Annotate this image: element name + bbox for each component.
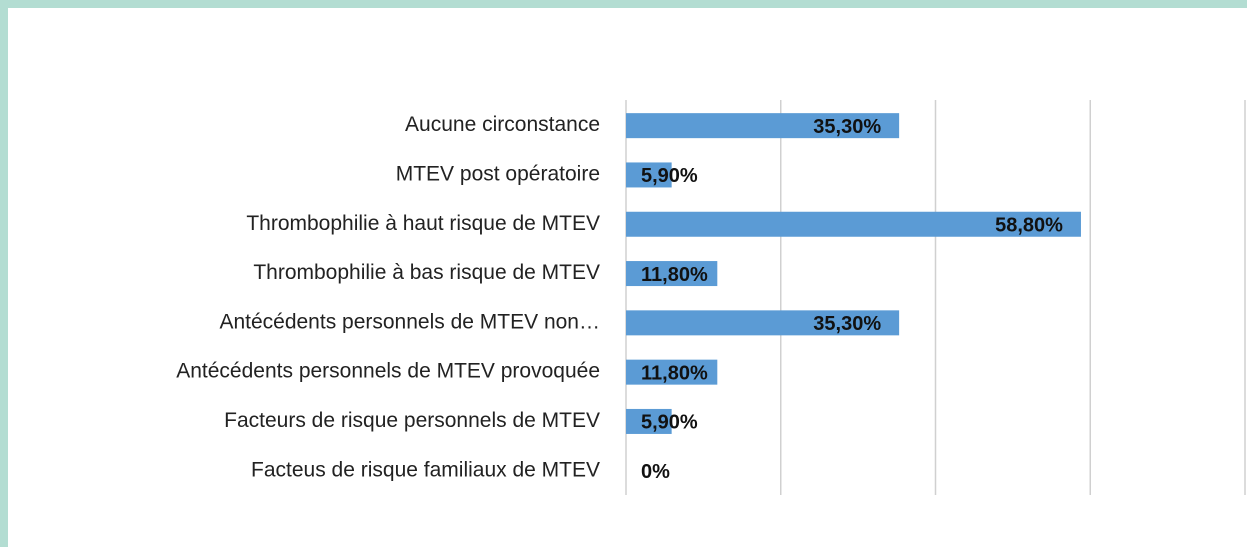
bar <box>626 211 1081 237</box>
value-label: 0% <box>641 461 670 483</box>
value-label: 35,30% <box>813 116 881 138</box>
value-label: 11,80% <box>641 362 708 384</box>
category-label: Antécédents personnels de MTEV provoquée <box>176 360 600 383</box>
category-label: Antécédents personnels de MTEV non… <box>219 310 600 333</box>
category-label: MTEV post opératoire <box>396 162 600 185</box>
category-label: Thrombophilie à bas risque de MTEV <box>253 261 600 284</box>
bar <box>626 310 900 336</box>
value-label: 35,30% <box>813 313 881 335</box>
value-label: 5,90% <box>641 165 698 187</box>
category-label: Thrombophilie à haut risque de MTEV <box>246 212 600 235</box>
category-label: Facteurs de risque personnels de MTEV <box>224 409 600 432</box>
frame-left <box>0 0 8 547</box>
frame-top <box>0 0 1247 8</box>
bar <box>626 359 718 385</box>
bar <box>626 162 672 188</box>
category-label: Facteus de risque familiaux de MTEV <box>251 458 600 481</box>
bar <box>626 261 718 287</box>
value-label: 58,80% <box>995 215 1063 237</box>
value-label: 11,80% <box>641 264 708 286</box>
value-label: 5,90% <box>641 412 698 434</box>
bar <box>626 113 900 139</box>
bar <box>626 408 672 434</box>
category-label: Aucune circonstance <box>405 113 600 136</box>
